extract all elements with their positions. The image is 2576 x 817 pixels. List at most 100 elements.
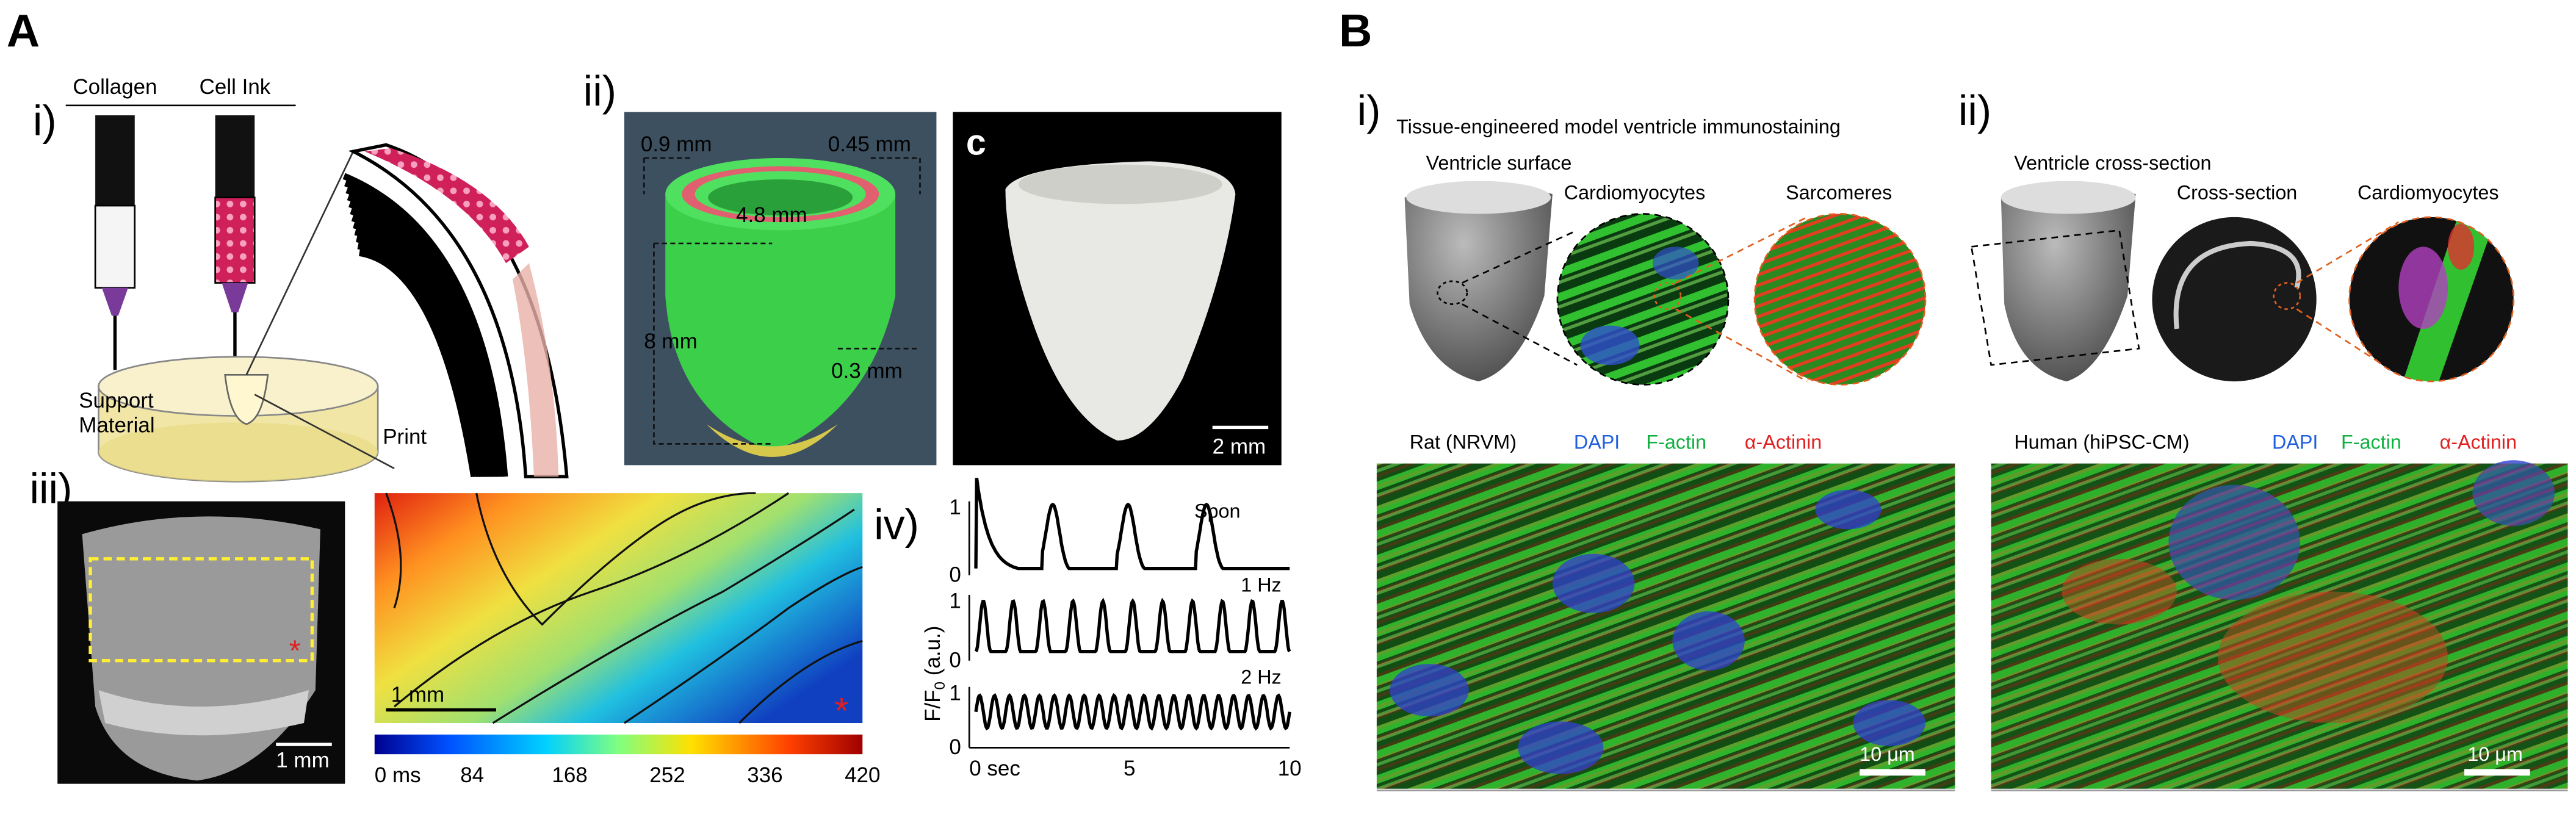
dimension: 0.3 mm (831, 359, 903, 383)
label: Cardiomyocytes (2358, 181, 2499, 203)
shape (2398, 247, 2448, 329)
x-tick-label: 0 sec (969, 757, 1020, 780)
stain-label: α-Actinin (2440, 431, 2517, 453)
shape (492, 508, 855, 724)
stain-label: F-actin (1646, 431, 1706, 453)
shape (215, 115, 255, 198)
shape (2001, 181, 2136, 214)
activation-map: * (374, 492, 863, 755)
optical-photo: * (57, 501, 345, 784)
label: Support (79, 389, 154, 412)
y-axis-label: F/F0 (a.u.) (921, 626, 948, 722)
shape (2152, 217, 2317, 382)
image-title: Human (hiPSC-CM) (2014, 431, 2189, 453)
shape (1462, 229, 1578, 366)
group (2398, 217, 2497, 382)
scale-label: 10 μm (2467, 743, 2522, 765)
trace (974, 693, 1291, 731)
shape (624, 566, 863, 724)
shape (374, 734, 863, 755)
stain-label: F-actin (2341, 431, 2401, 453)
shape (394, 492, 790, 708)
group (643, 157, 921, 445)
colorbar-label: 84 (460, 763, 484, 787)
shape (653, 242, 773, 445)
label: Cardiomyocytes (1564, 181, 1706, 203)
shape (643, 157, 690, 195)
shape (101, 287, 128, 316)
colorbar-label: 252 (649, 763, 685, 787)
colorbar-label: 168 (552, 763, 587, 787)
title: Tissue-engineered model ventricle immuno… (1396, 116, 1841, 138)
shape (1675, 216, 1808, 383)
shape (385, 492, 402, 609)
label: Print (383, 425, 427, 448)
dimension: 8 mm (644, 329, 697, 353)
syringe-label: Cell Ink (200, 75, 271, 99)
stain-label: α-Actinin (1745, 431, 1822, 453)
syringe (94, 115, 256, 375)
shape (2173, 240, 2301, 329)
y-label-unit: (a.u.) (921, 626, 945, 682)
shape (1672, 611, 1745, 671)
colorbar-label: 420 (845, 763, 880, 787)
panel-label: B (1339, 5, 1372, 56)
trace-label: 1 Hz (1241, 574, 1281, 596)
shape (1653, 247, 1699, 280)
shape (708, 179, 853, 216)
shape (88, 557, 314, 663)
shape (2348, 216, 2515, 383)
shape (665, 194, 896, 452)
shape (95, 115, 135, 206)
shape (1557, 214, 1728, 385)
fluorescence-image (1991, 460, 2568, 791)
shape (2273, 282, 2301, 310)
shape (1005, 161, 1236, 441)
y-tick-label: 0 (949, 735, 961, 759)
shape (245, 151, 354, 375)
shape (1019, 164, 1222, 204)
shape (254, 394, 395, 469)
shape (1970, 229, 2140, 366)
x-tick-label: 5 (1124, 757, 1135, 780)
trace-label: Spon (1194, 500, 1240, 522)
group (1390, 489, 1925, 774)
y-tick-label: 1 (949, 681, 961, 705)
group (1580, 247, 1699, 365)
dimension: 4.8 mm (736, 203, 807, 227)
shape (1406, 181, 1551, 214)
y-tick-label: 1 (949, 589, 961, 613)
image-title: Rat (NRVM) (1410, 431, 1517, 453)
shape (1653, 282, 1682, 310)
colorbar-label: 336 (747, 763, 782, 787)
colorbar-ticks: 0 ms 84 168 252 336 420 (375, 763, 881, 787)
shape (98, 422, 378, 482)
shape (738, 639, 863, 724)
shape (222, 283, 248, 313)
stain-label: DAPI (2272, 431, 2318, 453)
shape (98, 690, 309, 736)
panel-label: A (7, 5, 40, 56)
y-tick-label: 0 (949, 648, 961, 672)
label: Ventricle surface (1426, 152, 1572, 174)
shape (224, 373, 269, 425)
trace (974, 597, 1291, 653)
shape (1580, 325, 1640, 365)
shape (1853, 700, 1925, 746)
subpanel-label: ii) (583, 67, 616, 115)
label: Material (79, 414, 154, 437)
syringe-label: Collagen (73, 75, 157, 99)
label: Cross-section (2177, 181, 2297, 203)
layer (358, 250, 477, 478)
shape (2001, 184, 2136, 382)
photo (953, 112, 1282, 466)
shape (94, 204, 136, 289)
x-tick-label: 10 (1278, 757, 1302, 780)
shape (214, 196, 256, 284)
group (385, 492, 863, 724)
stain-label: DAPI (1574, 431, 1620, 453)
y-tick-label: 1 (949, 495, 961, 519)
fluorescence-image (1376, 463, 1955, 791)
